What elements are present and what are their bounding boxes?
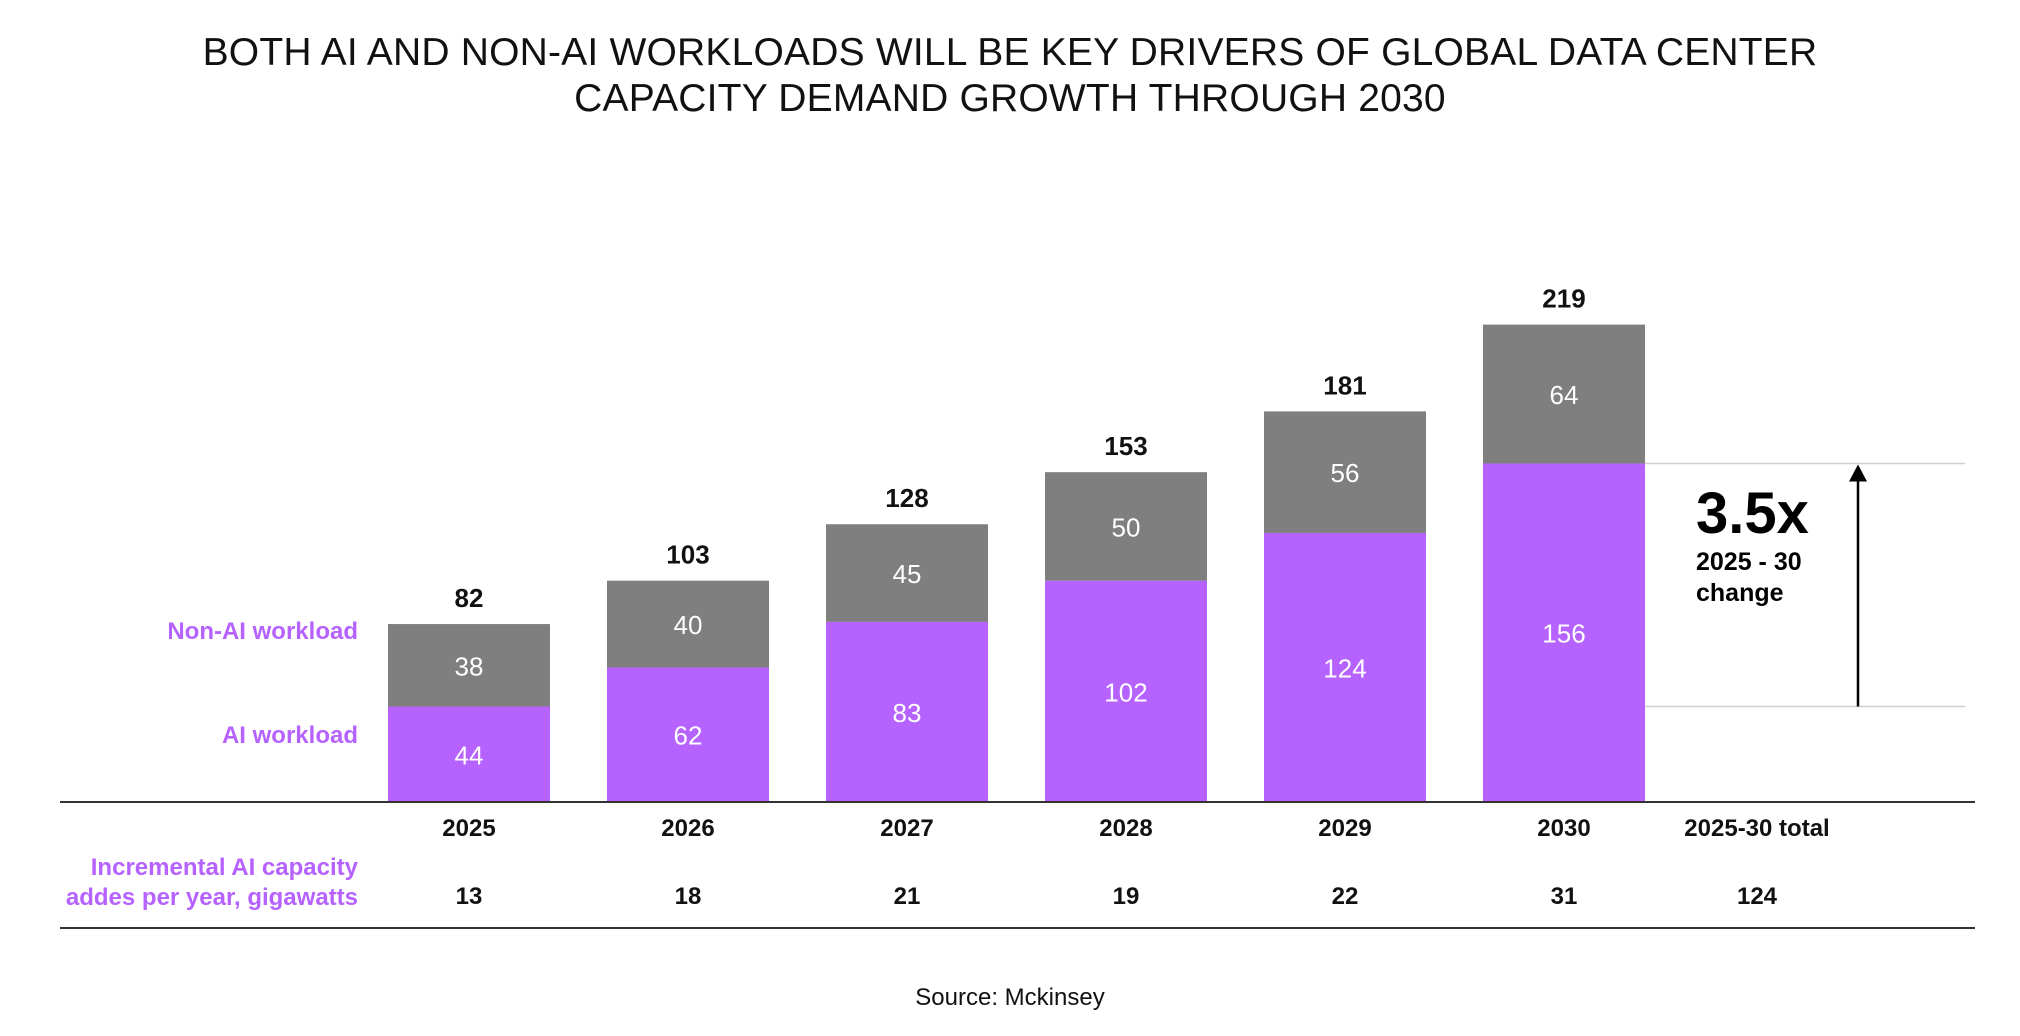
x-tick-2030: 2030 — [1537, 815, 1590, 842]
bar-ai-2030 — [1483, 463, 1645, 802]
annotation-range: 2025 - 30 — [1696, 548, 1802, 576]
bar-non-ai-value-2028: 50 — [1112, 512, 1141, 542]
bar-total-2029: 181 — [1323, 370, 1366, 400]
bar-ai-value-2027: 83 — [893, 698, 922, 728]
table-value-2030: 31 — [1551, 883, 1578, 910]
legend-ai-label: AI workload — [222, 722, 358, 749]
table-value-2026: 18 — [675, 883, 702, 910]
table-value-2029: 22 — [1332, 883, 1359, 910]
bar-non-ai-value-2030: 64 — [1550, 380, 1579, 410]
bar-total-2027: 128 — [885, 483, 928, 513]
table-value-2028: 19 — [1113, 883, 1140, 910]
bar-total-2028: 153 — [1104, 431, 1147, 461]
legend-non-ai-label: Non-AI workload — [167, 618, 358, 645]
bar-non-ai-value-2029: 56 — [1331, 458, 1360, 488]
annotation-multiplier: 3.5x — [1696, 481, 1809, 546]
x-tick-2026: 2026 — [661, 815, 714, 842]
annotation-arrow-head-icon — [1849, 464, 1867, 482]
table-row-label-line2: addes per year, gigawatts — [66, 884, 358, 911]
bar-ai-value-2028: 102 — [1104, 677, 1147, 707]
bar-total-2025: 82 — [455, 583, 484, 613]
table-row-label-line1: Incremental AI capacity — [91, 854, 359, 881]
bar-non-ai-2030 — [1483, 324, 1645, 464]
bar-non-ai-2026 — [607, 580, 769, 668]
source-note: Source: Mckinsey — [915, 984, 1105, 1011]
table-value-2027: 21 — [894, 883, 921, 910]
bar-non-ai-2027 — [826, 524, 988, 622]
chart-title-line1: BOTH AI AND NON-AI WORKLOADS WILL BE KEY… — [202, 31, 1818, 74]
table-total-value: 124 — [1737, 883, 1778, 910]
annotation-change: change — [1696, 579, 1784, 607]
x-tick-2025: 2025 — [442, 815, 495, 842]
x-tick-2029: 2029 — [1318, 815, 1371, 842]
bar-total-2026: 103 — [666, 540, 709, 570]
bar-ai-value-2030: 156 — [1542, 619, 1585, 649]
bar-total-2030: 219 — [1542, 284, 1585, 314]
table-total-header: 2025-30 total — [1684, 815, 1829, 842]
bar-ai-2029 — [1264, 532, 1426, 802]
bar-ai-value-2026: 62 — [674, 721, 703, 751]
bar-ai-value-2029: 124 — [1323, 653, 1366, 683]
bar-non-ai-value-2025: 38 — [455, 651, 484, 681]
bar-non-ai-value-2027: 45 — [893, 559, 922, 589]
bar-non-ai-2028 — [1045, 472, 1207, 581]
x-tick-2028: 2028 — [1099, 815, 1152, 842]
bar-ai-value-2025: 44 — [455, 740, 484, 770]
chart-title: BOTH AI AND NON-AI WORKLOADS WILL BE KEY… — [0, 30, 2020, 122]
chart-title-line2: CAPACITY DEMAND GROWTH THROUGH 2030 — [574, 77, 1446, 120]
bar-non-ai-2029 — [1264, 411, 1426, 533]
x-tick-2027: 2027 — [880, 815, 933, 842]
bar-ai-2027 — [826, 621, 988, 802]
bar-non-ai-2025 — [388, 624, 550, 707]
bar-ai-2028 — [1045, 580, 1207, 802]
bar-ai-2025 — [388, 706, 550, 802]
bar-ai-2026 — [607, 667, 769, 802]
bars-group — [388, 324, 1645, 802]
table-value-2025: 13 — [456, 883, 483, 910]
labels-group: 44 38 82 2025 13 62 40 103 2026 18 83 45 128 2027 21 10… — [442, 284, 1590, 910]
bar-non-ai-value-2026: 40 — [674, 610, 703, 640]
